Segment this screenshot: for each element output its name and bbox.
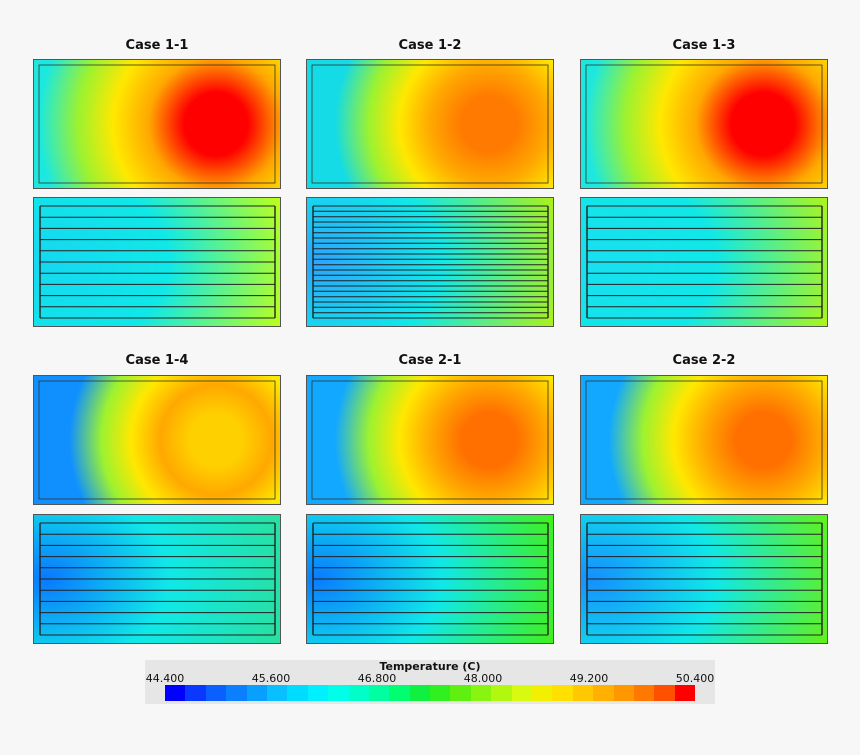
inner-frame [585,380,823,500]
color-scale-swatch [674,685,696,701]
inner-frame [38,380,276,500]
temperature-contour [581,376,827,504]
color-scale-swatch [593,685,614,701]
temperature-contour [34,376,280,504]
case-1-1-bottom-view [33,197,281,327]
legend-tick: 49.200 [569,672,609,685]
inner-frame [311,380,549,500]
temperature-contour [307,376,553,504]
case-2-2-top-view [580,375,828,505]
color-scale-swatch [572,685,594,701]
case-title: Case 1-2 [398,38,462,53]
temperature-contour [307,198,553,326]
color-scale-swatch [654,685,675,701]
case-1-4-top-view [33,375,281,505]
case-2-2-bottom-view [580,514,828,644]
color-scale-swatch [307,685,329,701]
color-scale-swatch [246,685,267,701]
color-scale-swatch [287,685,308,701]
legend-title: Temperature (C) [379,660,481,673]
case-title: Case 1-3 [672,38,736,53]
legend-tick: 46.800 [357,672,397,685]
color-scale-swatch [348,685,369,701]
case-title: Case 1-1 [125,38,189,53]
color-scale-swatch [165,685,186,701]
color-scale-swatch [266,685,288,701]
color-scale-swatch [226,685,247,701]
legend-tick: 48.000 [463,672,503,685]
case-1-3-top-view [580,59,828,189]
inner-frame [585,64,823,184]
color-scale-swatch [613,685,634,701]
color-scale-swatch [450,685,471,701]
temperature-contour [581,60,827,188]
color-scale-swatch [409,685,431,701]
case-1-1-top-view [33,59,281,189]
color-scale-swatch [491,685,512,701]
temperature-legend: Temperature (C) 44.400 45.600 46.800 48.… [145,660,715,704]
legend-tick: 44.400 [145,672,185,685]
case-title: Case 2-1 [398,353,462,368]
color-scale-swatch [185,685,206,701]
color-scale-swatch [205,685,227,701]
case-2-1-top-view [306,375,554,505]
color-scale-swatch [430,685,451,701]
color-scale-swatch [511,685,533,701]
case-2-1-bottom-view [306,514,554,644]
legend-tick: 50.400 [675,672,715,685]
color-scale-swatch [532,685,553,701]
case-title: Case 2-2 [672,353,736,368]
color-scale-swatch [633,685,655,701]
color-scale-swatch [470,685,492,701]
case-1-3-bottom-view [580,197,828,327]
color-scale-swatch [328,685,349,701]
case-1-2-top-view [306,59,554,189]
temperature-contour [34,60,280,188]
color-scale-swatch [368,685,390,701]
inner-frame [38,64,276,184]
legend-tick: 45.600 [251,672,291,685]
case-title: Case 1-4 [125,353,189,368]
case-1-4-bottom-view [33,514,281,644]
color-scale-swatch [389,685,410,701]
case-1-2-bottom-view [306,197,554,327]
color-scale-swatch [552,685,573,701]
inner-frame [311,64,549,184]
temperature-contour [307,60,553,188]
color-scale-bar [165,685,696,701]
